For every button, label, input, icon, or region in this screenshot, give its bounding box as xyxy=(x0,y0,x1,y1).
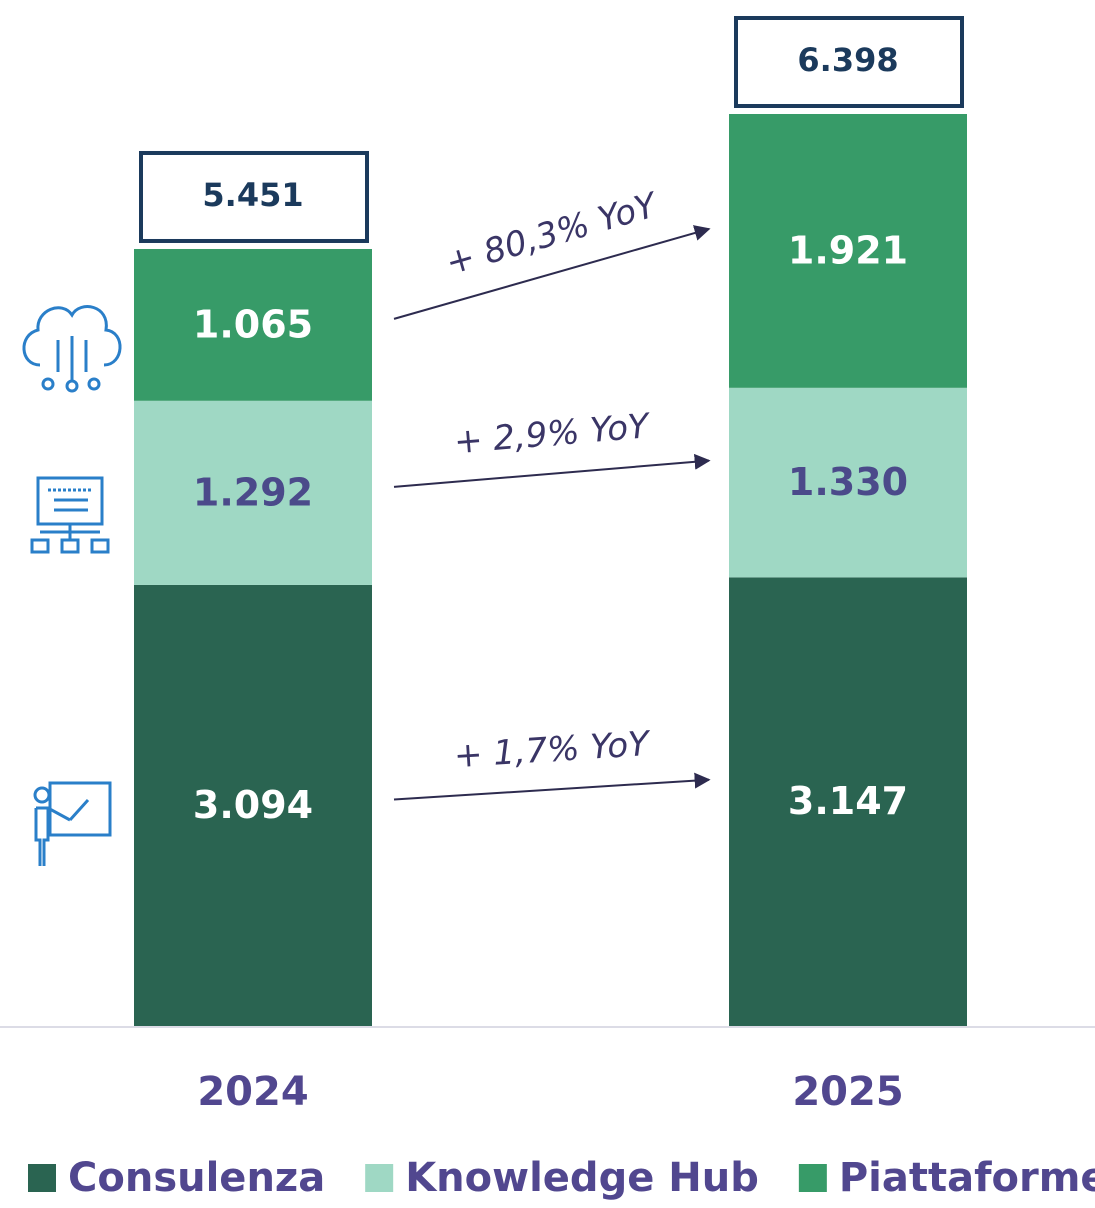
segment-label: 1.292 xyxy=(193,470,313,514)
total-label: 6.398 xyxy=(797,41,898,79)
legend-swatch xyxy=(28,1164,56,1192)
hub-icon xyxy=(30,476,110,554)
total-box xyxy=(734,16,964,108)
growth-label: + 2,9% YoY xyxy=(453,406,653,462)
legend-label: Consulenza xyxy=(68,1155,325,1201)
total-box xyxy=(139,150,369,243)
segment-label: 3.147 xyxy=(788,779,908,823)
total-label: 5.451 xyxy=(202,176,303,214)
growth-arrow xyxy=(393,453,711,488)
bar-segment xyxy=(134,400,372,585)
segment-label: 1.065 xyxy=(193,302,313,346)
bar-segment xyxy=(729,387,967,578)
bar-segment xyxy=(134,584,372,1026)
legend-label: Knowledge Hub xyxy=(405,1155,759,1201)
x-tick-label: 2024 xyxy=(197,1069,308,1115)
growth-arrow xyxy=(393,225,711,320)
growth-label: + 80,3% YoY xyxy=(441,185,663,284)
x-tick-label: 2025 xyxy=(792,1069,903,1115)
bar-segment xyxy=(134,248,372,401)
teacher-icon xyxy=(33,781,112,866)
segment-label: 1.330 xyxy=(788,460,908,504)
legend-label: Piattaforme xyxy=(839,1155,1095,1201)
segment-label: 3.094 xyxy=(193,783,313,827)
cloud-icon xyxy=(22,305,122,393)
legend-swatch xyxy=(798,1164,827,1192)
bar-segment xyxy=(729,114,967,388)
segment-label: 1.921 xyxy=(788,228,908,272)
legend-swatch xyxy=(365,1164,394,1192)
growth-arrow xyxy=(393,772,711,801)
growth-label: + 1,7% YoY xyxy=(453,724,652,776)
bar-segment xyxy=(729,577,967,1026)
